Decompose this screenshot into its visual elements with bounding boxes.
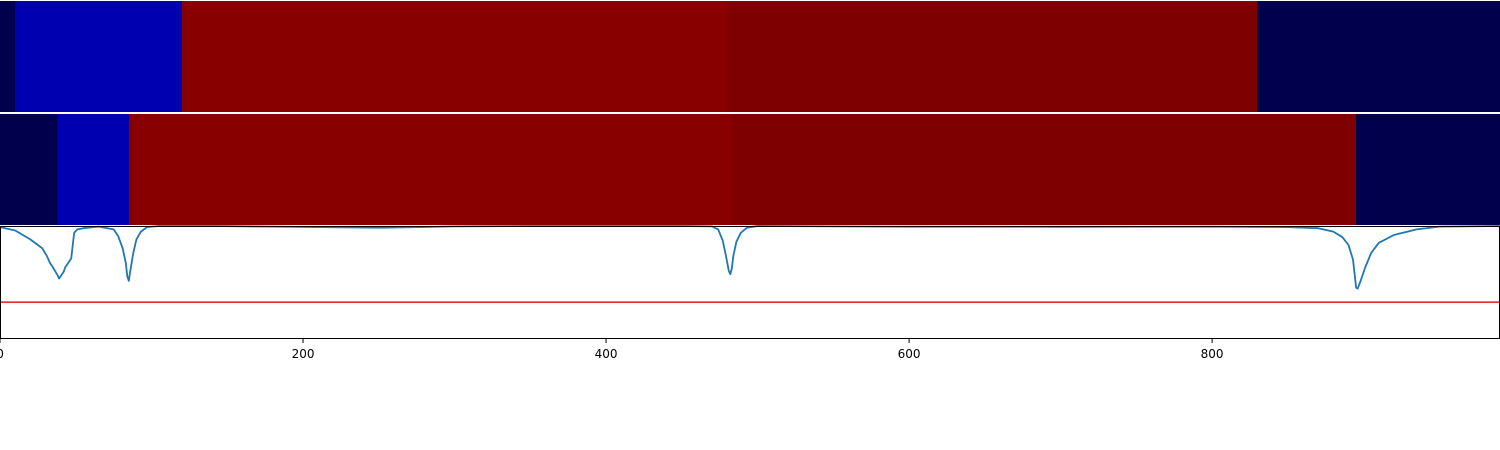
x-tick-label-3: 600 [898,347,921,361]
x-tick-label-4: 800 [1201,347,1224,361]
heatmap-top-segment-1 [15,1,182,112]
heatmap-top-segment-4 [1257,1,1500,112]
x-tick-label-1: 200 [292,347,315,361]
heatmap-bottom-segment-4 [1356,114,1500,225]
heatmap-top-segment-0 [0,1,16,112]
heatmap-bottom-segment-1 [57,114,129,225]
heatmap-top-segment-2 [181,1,728,112]
heatmap-bottom-segment-3 [730,114,1357,225]
x-tick-label-2: 400 [595,347,618,361]
heatmap-top-panel [0,1,1500,112]
line-panel-background [0,226,1500,338]
heatmap-bottom-panel [0,114,1500,225]
x-tick-label-0: 0 [0,347,4,361]
heatmap-bottom-segment-0 [0,114,58,225]
heatmap-top-segment-3 [727,1,1258,112]
x-axis: 0 200 400 600 800 [0,338,1224,361]
line-plot-panel [0,225,1500,339]
heatmap-bottom-segment-2 [128,114,731,225]
